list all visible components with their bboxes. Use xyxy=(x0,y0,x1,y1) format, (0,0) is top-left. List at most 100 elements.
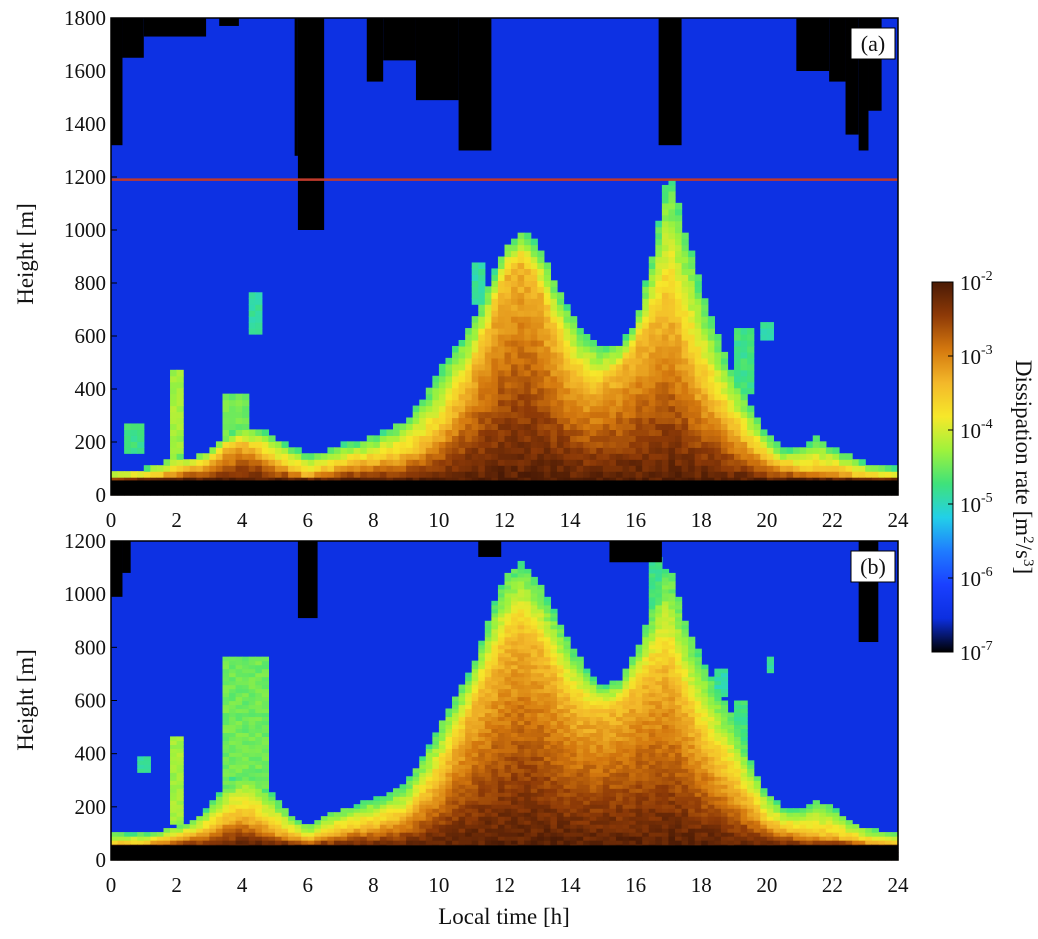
heatmap-cell xyxy=(471,423,479,431)
heatmap-cell xyxy=(314,459,322,466)
heatmap-cell xyxy=(471,453,479,460)
heatmap-cell xyxy=(596,816,604,821)
heatmap-cell xyxy=(452,808,460,813)
heatmap-cell xyxy=(648,429,656,436)
heatmap-cell xyxy=(773,441,781,448)
heatmap-cell xyxy=(438,756,447,761)
heatmap-cell xyxy=(543,660,552,666)
heatmap-cell xyxy=(681,286,689,293)
heatmap-cell xyxy=(242,840,250,845)
heatmap-cell xyxy=(609,417,617,425)
heatmap-cell xyxy=(556,792,565,797)
heatmap-cell xyxy=(452,732,460,737)
heatmap-cell xyxy=(465,459,473,466)
heatmap-cell xyxy=(596,351,604,359)
heatmap-cell xyxy=(235,804,243,809)
heatmap-cell xyxy=(537,792,545,797)
heatmap-cell xyxy=(596,453,604,460)
heatmap-cell xyxy=(281,824,289,829)
heatmap-cell xyxy=(530,760,538,765)
heatmap-cell xyxy=(432,411,440,419)
heatmap-cell xyxy=(727,375,735,383)
heatmap-cell xyxy=(589,708,597,714)
heatmap-cell xyxy=(471,393,479,401)
heatmap-cell xyxy=(589,465,597,472)
heatmap-cell xyxy=(445,772,453,777)
heatmap-cell xyxy=(622,752,630,757)
heatmap-cell xyxy=(189,832,197,837)
heatmap-cell xyxy=(235,692,243,698)
heatmap-cell xyxy=(504,381,512,389)
heatmap-cell xyxy=(681,274,689,281)
heatmap-cell xyxy=(543,836,552,841)
heatmap-cell xyxy=(596,812,604,817)
heatmap-cell xyxy=(615,716,624,722)
heatmap-cell xyxy=(347,820,355,825)
heatmap-cell xyxy=(484,624,492,630)
heatmap-cell xyxy=(248,688,256,694)
heatmap-cell xyxy=(550,375,558,383)
heatmap-cell xyxy=(320,836,329,841)
heatmap-cell xyxy=(261,840,269,845)
heatmap-cell xyxy=(720,447,729,454)
heatmap-cell xyxy=(517,345,525,353)
heatmap-cell xyxy=(812,471,820,478)
heatmap-cell xyxy=(537,298,545,305)
heatmap-cell xyxy=(235,840,243,845)
heatmap-cell xyxy=(261,816,269,821)
heatmap-cell xyxy=(530,298,538,305)
heatmap-cell xyxy=(117,840,125,845)
heatmap-cell xyxy=(222,832,230,837)
heatmap-cell xyxy=(576,796,584,801)
heatmap-cell xyxy=(491,616,499,622)
heatmap-cell xyxy=(530,465,538,472)
heatmap-cell xyxy=(537,608,545,614)
heatmap-cell xyxy=(563,310,571,317)
heatmap-cell xyxy=(458,792,466,797)
heatmap-cell xyxy=(465,700,473,706)
no-data-region xyxy=(858,18,869,151)
heatmap-cell xyxy=(452,828,460,833)
heatmap-cell xyxy=(504,616,512,622)
heatmap-cell xyxy=(511,692,519,698)
heatmap-cell xyxy=(537,732,545,737)
heatmap-cell xyxy=(550,680,558,686)
heatmap-cell xyxy=(589,728,597,733)
heatmap-cell xyxy=(661,232,670,240)
heatmap-cell xyxy=(648,363,656,371)
heatmap-cell xyxy=(530,700,538,706)
heatmap-cell xyxy=(452,720,460,726)
heatmap-cell xyxy=(727,387,735,395)
heatmap-cell xyxy=(537,286,545,293)
heatmap-cell xyxy=(425,836,433,841)
heatmap-cell xyxy=(550,796,558,801)
heatmap-cell xyxy=(471,345,479,353)
heatmap-cell xyxy=(858,471,866,478)
heatmap-cell xyxy=(248,792,256,797)
heatmap-cell xyxy=(366,832,374,837)
heatmap-cell xyxy=(438,429,447,436)
heatmap-cell xyxy=(229,429,237,436)
heatmap-cell xyxy=(478,369,486,377)
y-tick-label: 1600 xyxy=(64,59,106,83)
heatmap-cell xyxy=(734,465,742,472)
heatmap-cell xyxy=(550,708,558,714)
heatmap-cell xyxy=(399,800,407,805)
heatmap-cell xyxy=(215,447,224,454)
heatmap-cell xyxy=(615,700,624,706)
heatmap-cell xyxy=(130,836,138,841)
heatmap-cell xyxy=(589,816,597,821)
heatmap-cell xyxy=(196,820,204,825)
heatmap-cell xyxy=(235,732,243,737)
heatmap-cell xyxy=(694,316,702,323)
heatmap-cell xyxy=(596,764,604,769)
heatmap-cell xyxy=(156,836,165,841)
heatmap-cell xyxy=(222,784,230,789)
heatmap-cell xyxy=(543,708,552,714)
heatmap-cell xyxy=(347,840,355,845)
heatmap-cell xyxy=(242,692,250,698)
heatmap-cell xyxy=(766,328,774,335)
heatmap-cell xyxy=(353,453,361,460)
heatmap-cell xyxy=(425,744,433,749)
heatmap-cell xyxy=(511,604,519,610)
